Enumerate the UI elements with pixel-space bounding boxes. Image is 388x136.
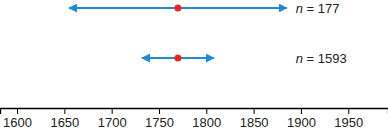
tick-mark: [206, 108, 207, 114]
tick-label: 1750: [145, 115, 174, 130]
tick-label: 1950: [334, 115, 363, 130]
tick-mark: [159, 108, 160, 114]
tick-label: 1600: [3, 115, 32, 130]
tick: 1600: [3, 108, 32, 130]
tick-mark: [112, 108, 113, 114]
tick: 1900: [287, 108, 316, 130]
tick: 1750: [145, 108, 174, 130]
tick-label: 1800: [192, 115, 221, 130]
tick-mark: [64, 108, 65, 114]
tick-label: 1900: [287, 115, 316, 130]
tick-mark: [254, 108, 255, 114]
tick-mark: [301, 108, 302, 114]
tick-mark: [17, 108, 18, 114]
tick: 1950: [334, 108, 363, 130]
x-axis: 1600 1650 1700 1750 1800 1850 1900 1950: [1, 108, 388, 130]
tick-mark: [348, 108, 349, 114]
tick: 1650: [50, 108, 79, 130]
tick: 1800: [192, 108, 221, 130]
intervals: [69, 5, 287, 62]
point-estimate: [174, 5, 181, 12]
interval-label: n = 1593: [296, 51, 347, 66]
tick: 1700: [98, 108, 127, 130]
tick-label: 1850: [240, 115, 269, 130]
tick: 1850: [240, 108, 269, 130]
chart: 16001650170017501800185019001950n = 177n…: [0, 0, 388, 136]
point-estimate: [174, 55, 181, 62]
axis-line: [1, 109, 388, 115]
labels: n = 177 n = 1593: [296, 1, 347, 66]
tick-label: 1700: [98, 115, 127, 130]
tick-label: 1650: [50, 115, 79, 130]
interval-label: n = 177: [296, 1, 340, 16]
